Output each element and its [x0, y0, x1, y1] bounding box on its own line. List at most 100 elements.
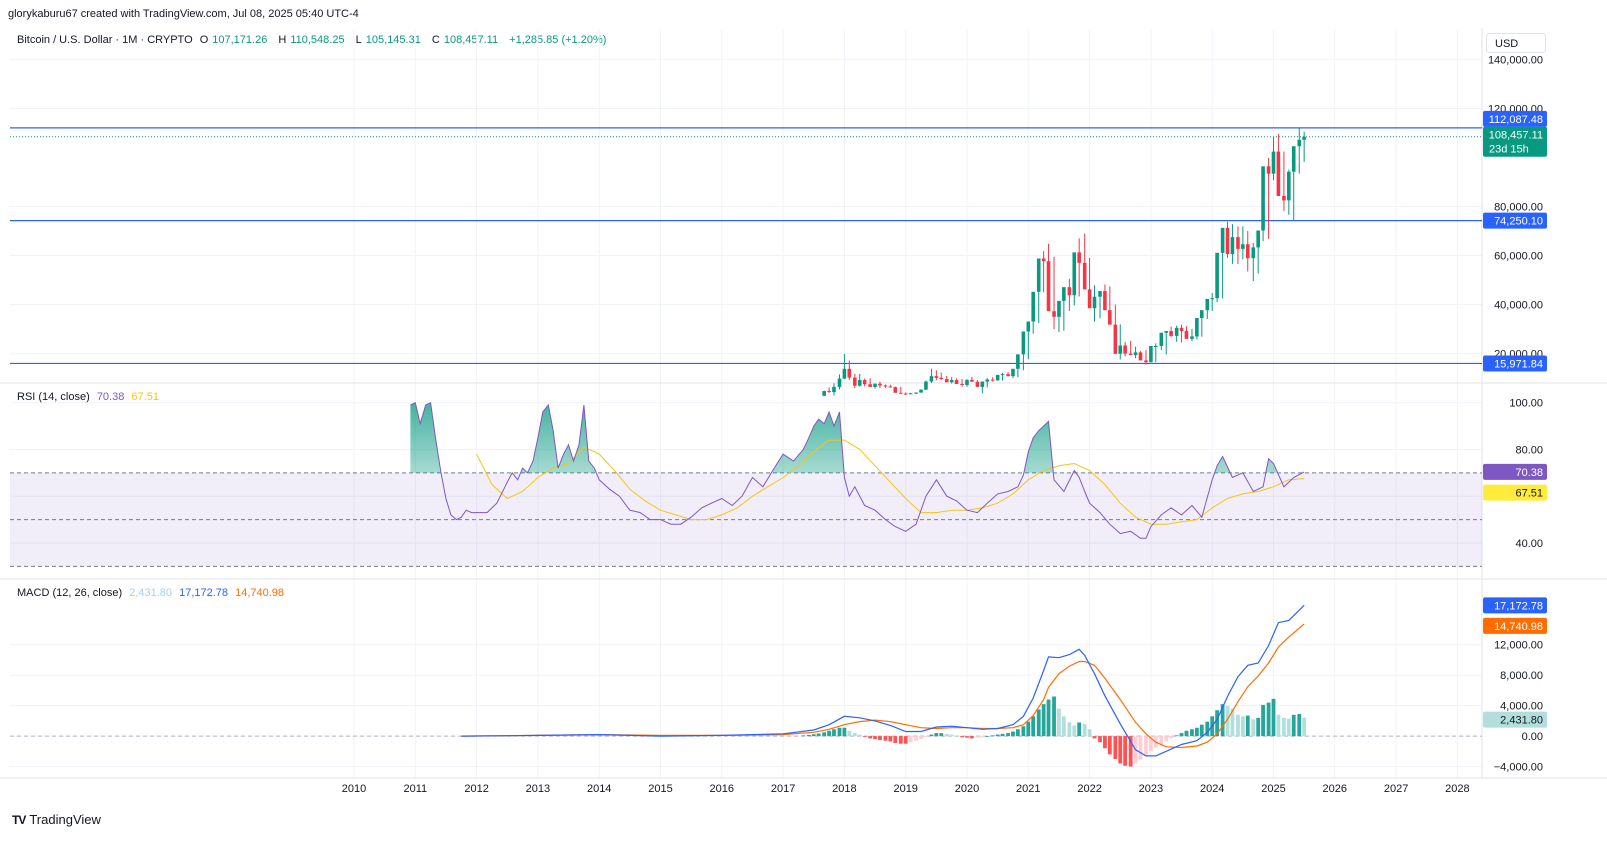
time-tick-label: 2026 — [1323, 783, 1347, 795]
time-tick-label: 2014 — [587, 783, 611, 795]
rsi-ma-badge-bg — [1483, 484, 1547, 501]
macd-histogram-bar — [1302, 717, 1307, 737]
macd-histogram-bar — [1159, 736, 1164, 745]
candle-body — [949, 380, 954, 383]
macd-histogram-bar — [1291, 714, 1296, 737]
price-tick-label: 140,000.00 — [1488, 54, 1543, 66]
candle-body — [960, 383, 964, 385]
macd-histogram-bar — [868, 736, 873, 739]
macd-histogram-bar — [965, 736, 969, 738]
candle-body — [1230, 237, 1235, 255]
macd-histogram-bar — [1113, 736, 1118, 759]
price-tick-label: 80,000.00 — [1494, 202, 1543, 214]
macd-histogram-bar — [1194, 727, 1199, 737]
time-tick-label: 2025 — [1261, 783, 1285, 795]
macd-histogram-bar — [944, 733, 949, 737]
candle-body — [1251, 247, 1256, 259]
macd-histogram-bar — [939, 733, 944, 737]
candle-body — [1006, 374, 1010, 377]
macd-histogram-bar — [811, 734, 816, 737]
candle-body — [822, 391, 826, 396]
candle-body — [995, 374, 1000, 381]
candle-body — [1036, 258, 1041, 292]
time-tick-label: 2012 — [464, 783, 488, 795]
macd-histogram-bar — [1092, 736, 1097, 739]
macd-hist-badge-bg — [1483, 711, 1547, 728]
candle-body — [883, 385, 888, 387]
candle-body — [1241, 244, 1245, 249]
macd-histogram-bar — [1190, 729, 1194, 737]
rsi-badge: 70.38 — [1515, 467, 1543, 479]
candle-body — [1302, 136, 1306, 140]
candle-body — [1113, 324, 1118, 354]
level-badge: 15,971.84 — [1494, 358, 1543, 370]
macd-histogram-bar — [1118, 736, 1123, 764]
candle-body — [1164, 331, 1169, 333]
candle-body — [1108, 310, 1112, 325]
candle-body — [1225, 227, 1230, 255]
candle-body — [1016, 354, 1020, 369]
time-tick-label: 2017 — [771, 783, 795, 795]
candle-body — [939, 377, 944, 380]
candle-body — [924, 381, 928, 390]
macd-tick-label: 12,000.00 — [1494, 640, 1543, 652]
level-badge: 74,250.10 — [1494, 216, 1543, 228]
macd-histogram-bar — [832, 729, 836, 737]
rsi-line — [410, 401, 1305, 539]
macd-legend: MACD (12, 26, close) 2,431.80 17,172.78 … — [17, 587, 288, 599]
currency-selector[interactable]: USD — [1486, 33, 1546, 53]
time-tick-label: 2022 — [1077, 783, 1101, 795]
macd-hist-value: 2,431.80 — [129, 587, 173, 599]
candle-body — [1287, 171, 1291, 201]
tradingview-brand[interactable]: TV TradingView — [12, 812, 101, 827]
candle-body — [1297, 139, 1302, 147]
macd-histogram-bar — [1057, 708, 1061, 737]
macd-histogram-bar — [816, 733, 821, 737]
candle-body — [990, 379, 995, 381]
candle-body — [1199, 310, 1204, 319]
macd-histogram-bar — [801, 735, 806, 737]
candle-body — [934, 376, 939, 378]
level-badge-bg — [1483, 355, 1547, 372]
macd-histogram-bar — [888, 736, 893, 742]
macd-histogram-bar — [919, 736, 923, 740]
candle-body — [1205, 298, 1210, 311]
chart-credit: glorykaburu67 created with TradingView.c… — [8, 8, 359, 20]
ohlc-open: O 107,171.26 — [199, 34, 268, 46]
macd-histogram-bar — [1251, 719, 1256, 737]
macd-histogram-bar — [1236, 714, 1240, 737]
tradingview-name: TradingView — [29, 812, 101, 827]
macd-value: 17,172.78 — [179, 587, 229, 599]
macd-histogram-bar — [1174, 735, 1179, 737]
candle-body — [1046, 261, 1051, 312]
candle-body — [1138, 352, 1143, 361]
candle-body — [1133, 352, 1138, 356]
candle-body — [857, 380, 862, 386]
candle-body — [1067, 287, 1072, 296]
price-tick-label: 40,000.00 — [1494, 300, 1543, 312]
candle-body — [1128, 353, 1133, 356]
macd-histogram-bar — [1256, 717, 1261, 737]
candle-body — [914, 392, 918, 394]
rsi-pane — [410, 401, 1305, 539]
macd-histogram-bar — [1286, 718, 1291, 737]
time-tick-label: 2023 — [1139, 783, 1163, 795]
rsi-ma-line — [476, 439, 1305, 525]
level-badge: 112,087.48 — [1489, 114, 1543, 126]
macd-histogram-bar — [980, 736, 985, 738]
macd-histogram-bar — [842, 727, 847, 737]
macd-histogram-bar — [1061, 716, 1066, 737]
macd-tick-label: 4,000.00 — [1500, 701, 1543, 713]
macd-histogram-bar — [929, 734, 934, 737]
time-tick-label: 2013 — [526, 783, 550, 795]
macd-histogram-bar — [1205, 721, 1210, 737]
candle-body — [873, 383, 877, 387]
macd-histogram-bar — [893, 736, 898, 743]
candle-body — [919, 389, 923, 393]
macd-histogram-bar — [1225, 705, 1230, 737]
macd-histogram-bar — [1006, 733, 1010, 737]
macd-histogram-bar — [1082, 723, 1087, 737]
macd-histogram-bar — [1271, 698, 1276, 737]
candle-body — [1011, 368, 1015, 377]
